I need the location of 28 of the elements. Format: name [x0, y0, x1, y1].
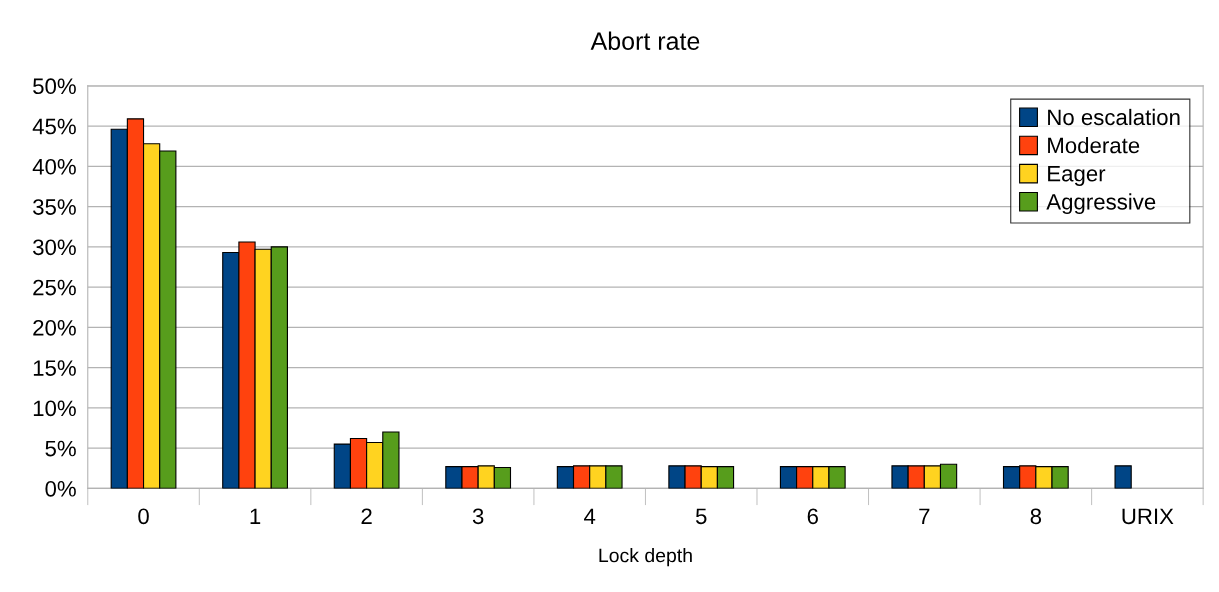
legend-label: Eager	[1048, 166, 1106, 186]
x-tick-label: 2	[361, 508, 372, 524]
x-tick-label: 8	[1030, 508, 1042, 525]
chart-title: Abort rate	[590, 31, 700, 50]
x-tick-label: 6	[807, 508, 818, 525]
legend-label: Moderate	[1048, 137, 1140, 154]
x-tick-label: 7	[919, 508, 930, 524]
x-tick-label: 4	[584, 508, 596, 524]
legend-label: No escalation	[1048, 108, 1180, 126]
y-tick-label: 45%	[32, 118, 76, 135]
x-axis-title: Lock depth	[599, 548, 692, 567]
y-tick-label: 30%	[33, 239, 76, 256]
y-tick-label: 25%	[33, 279, 76, 296]
bar	[1114, 465, 1132, 489]
y-tick-label: 40%	[32, 158, 76, 175]
x-tick-label: URIX	[1122, 508, 1174, 525]
x-tick-label: 0	[138, 508, 149, 525]
y-tick-label: 35%	[33, 199, 76, 215]
x-tick-label: 1	[250, 508, 261, 524]
y-tick-label: 15%	[33, 360, 76, 376]
y-tick-label: 5%	[45, 440, 76, 457]
x-tick-label: 3	[472, 508, 484, 525]
x-tick-label: 5	[695, 508, 707, 525]
legend-label: Aggressive	[1046, 193, 1156, 215]
y-tick-label: 20%	[33, 319, 76, 336]
y-tick-label: 10%	[33, 400, 76, 417]
y-tick-label: 0%	[45, 480, 76, 497]
y-tick-label: 50%	[33, 78, 76, 95]
